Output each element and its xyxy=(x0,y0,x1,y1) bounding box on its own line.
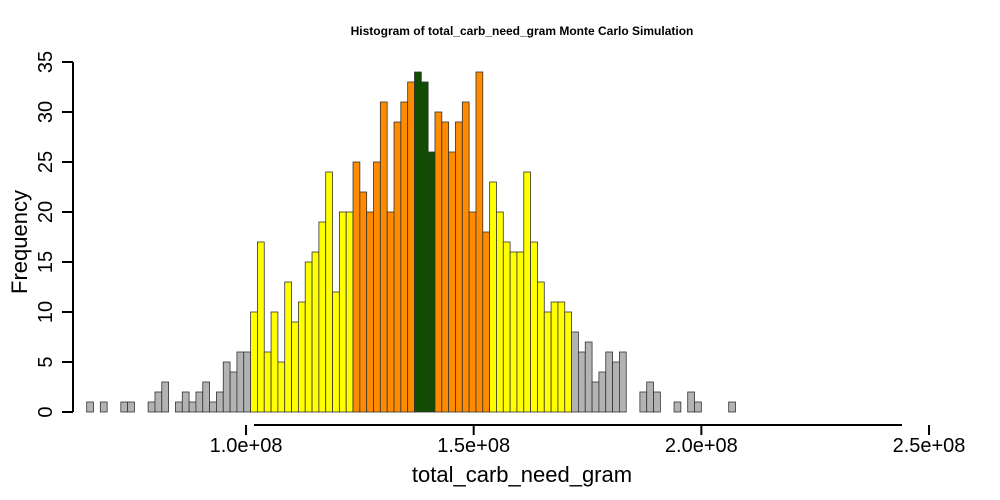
histogram-bar xyxy=(345,211,354,413)
y-tick-label: 25 xyxy=(35,151,57,173)
chart-title: Histogram of total_carb_need_gram Monte … xyxy=(351,24,694,38)
histogram-bar xyxy=(379,101,388,413)
histogram-bar xyxy=(304,261,313,413)
histogram-bar xyxy=(414,71,422,413)
histogram-bar xyxy=(646,381,654,413)
histogram-bar xyxy=(229,371,238,413)
histogram-bar xyxy=(188,401,197,413)
histogram-bar xyxy=(571,331,579,413)
histogram-bar xyxy=(250,311,258,413)
histogram-bar xyxy=(687,391,695,413)
histogram-bar xyxy=(475,71,484,413)
y-tick-label: 10 xyxy=(35,301,57,323)
histogram-bar xyxy=(373,161,381,413)
x-tick-label: 2.0e+08 xyxy=(665,435,738,457)
histogram-bar xyxy=(468,211,477,413)
histogram-bar xyxy=(598,371,607,413)
histogram-bar xyxy=(427,151,436,413)
histogram-bar xyxy=(195,391,204,413)
histogram-bar xyxy=(461,101,470,413)
histogram-bar xyxy=(441,121,450,413)
histogram-bar xyxy=(578,351,586,413)
histogram-bar xyxy=(455,121,463,413)
histogram-bar xyxy=(263,351,272,413)
x-tick-label: 1.5e+08 xyxy=(437,435,510,457)
y-tick-label: 5 xyxy=(35,356,57,367)
histogram-bar xyxy=(509,251,518,413)
histogram-bar xyxy=(612,361,620,413)
x-tick-label: 2.5e+08 xyxy=(893,435,966,457)
histogram-bar xyxy=(653,391,661,413)
histogram-bar xyxy=(325,171,333,413)
histogram-bar xyxy=(297,301,306,413)
histogram-bar xyxy=(161,381,170,413)
histogram-bar xyxy=(407,81,415,413)
y-ticks-group: 0 5 10 15 20 25 30 35 xyxy=(35,51,73,418)
y-axis-label: Frequency xyxy=(7,190,32,294)
histogram-bar xyxy=(216,391,224,413)
histogram-bar xyxy=(530,241,538,413)
bars-group xyxy=(86,71,736,413)
histogram-bar xyxy=(270,311,279,413)
y-tick-label: 20 xyxy=(35,201,57,223)
histogram-bar xyxy=(366,211,374,413)
histogram-bar xyxy=(147,401,156,413)
x-tick-label: 1.0e+08 xyxy=(210,435,283,457)
histogram-bar xyxy=(181,391,190,413)
histogram-bar xyxy=(359,191,368,413)
histogram-bar xyxy=(236,351,245,413)
histogram-bar xyxy=(489,181,497,413)
histogram-bar xyxy=(420,81,429,413)
histogram-bar xyxy=(482,231,491,413)
x-ticks-group: 1.0e+08 1.5e+08 2.0e+08 2.5e+08 xyxy=(210,425,966,457)
histogram-bar xyxy=(496,211,504,413)
histogram-bar xyxy=(332,291,340,413)
histogram-bar xyxy=(338,211,347,413)
histogram-bar xyxy=(639,391,648,413)
histogram-bar xyxy=(352,161,361,413)
histogram-bar xyxy=(127,401,135,413)
histogram-bar xyxy=(564,311,572,413)
histogram-bar xyxy=(386,211,395,413)
histogram-bar xyxy=(694,401,702,413)
histogram-bar xyxy=(202,381,210,413)
y-tick-label: 35 xyxy=(35,51,57,73)
histogram-bar xyxy=(284,281,292,413)
histogram-bar xyxy=(523,171,532,413)
histogram-bar xyxy=(222,361,231,413)
histogram-bar xyxy=(154,391,163,413)
histogram-bar xyxy=(448,151,456,413)
histogram-bar xyxy=(584,341,593,413)
histogram-bar xyxy=(318,221,327,413)
histogram-bar xyxy=(393,121,402,413)
histogram-bar xyxy=(120,401,129,413)
histogram-bar xyxy=(400,101,409,413)
histogram-bar xyxy=(537,281,545,413)
histogram-bar xyxy=(550,301,559,413)
histogram-bar xyxy=(311,251,320,413)
histogram-bar xyxy=(209,401,217,413)
histogram-bar xyxy=(618,351,627,413)
histogram-bar xyxy=(86,401,94,413)
histogram-bar xyxy=(277,361,286,413)
y-tick-label: 15 xyxy=(35,251,57,273)
histogram-bar xyxy=(434,111,443,413)
histogram-bar xyxy=(243,351,251,413)
histogram-bar xyxy=(502,241,511,413)
histogram-bar xyxy=(591,381,600,413)
y-tick-label: 30 xyxy=(35,101,57,123)
histogram-bar xyxy=(291,321,299,413)
histogram-bar xyxy=(99,401,108,413)
histogram-bar xyxy=(557,301,566,413)
histogram-bar xyxy=(728,401,736,413)
histogram-bar xyxy=(516,251,525,413)
histogram-bar xyxy=(175,401,183,413)
histogram-bar xyxy=(605,351,613,413)
x-axis-label: total_carb_need_gram xyxy=(412,462,632,487)
histogram-bar xyxy=(673,401,682,413)
histogram-bar xyxy=(543,311,552,413)
histogram-bar xyxy=(257,241,265,413)
y-tick-label: 0 xyxy=(35,406,57,417)
